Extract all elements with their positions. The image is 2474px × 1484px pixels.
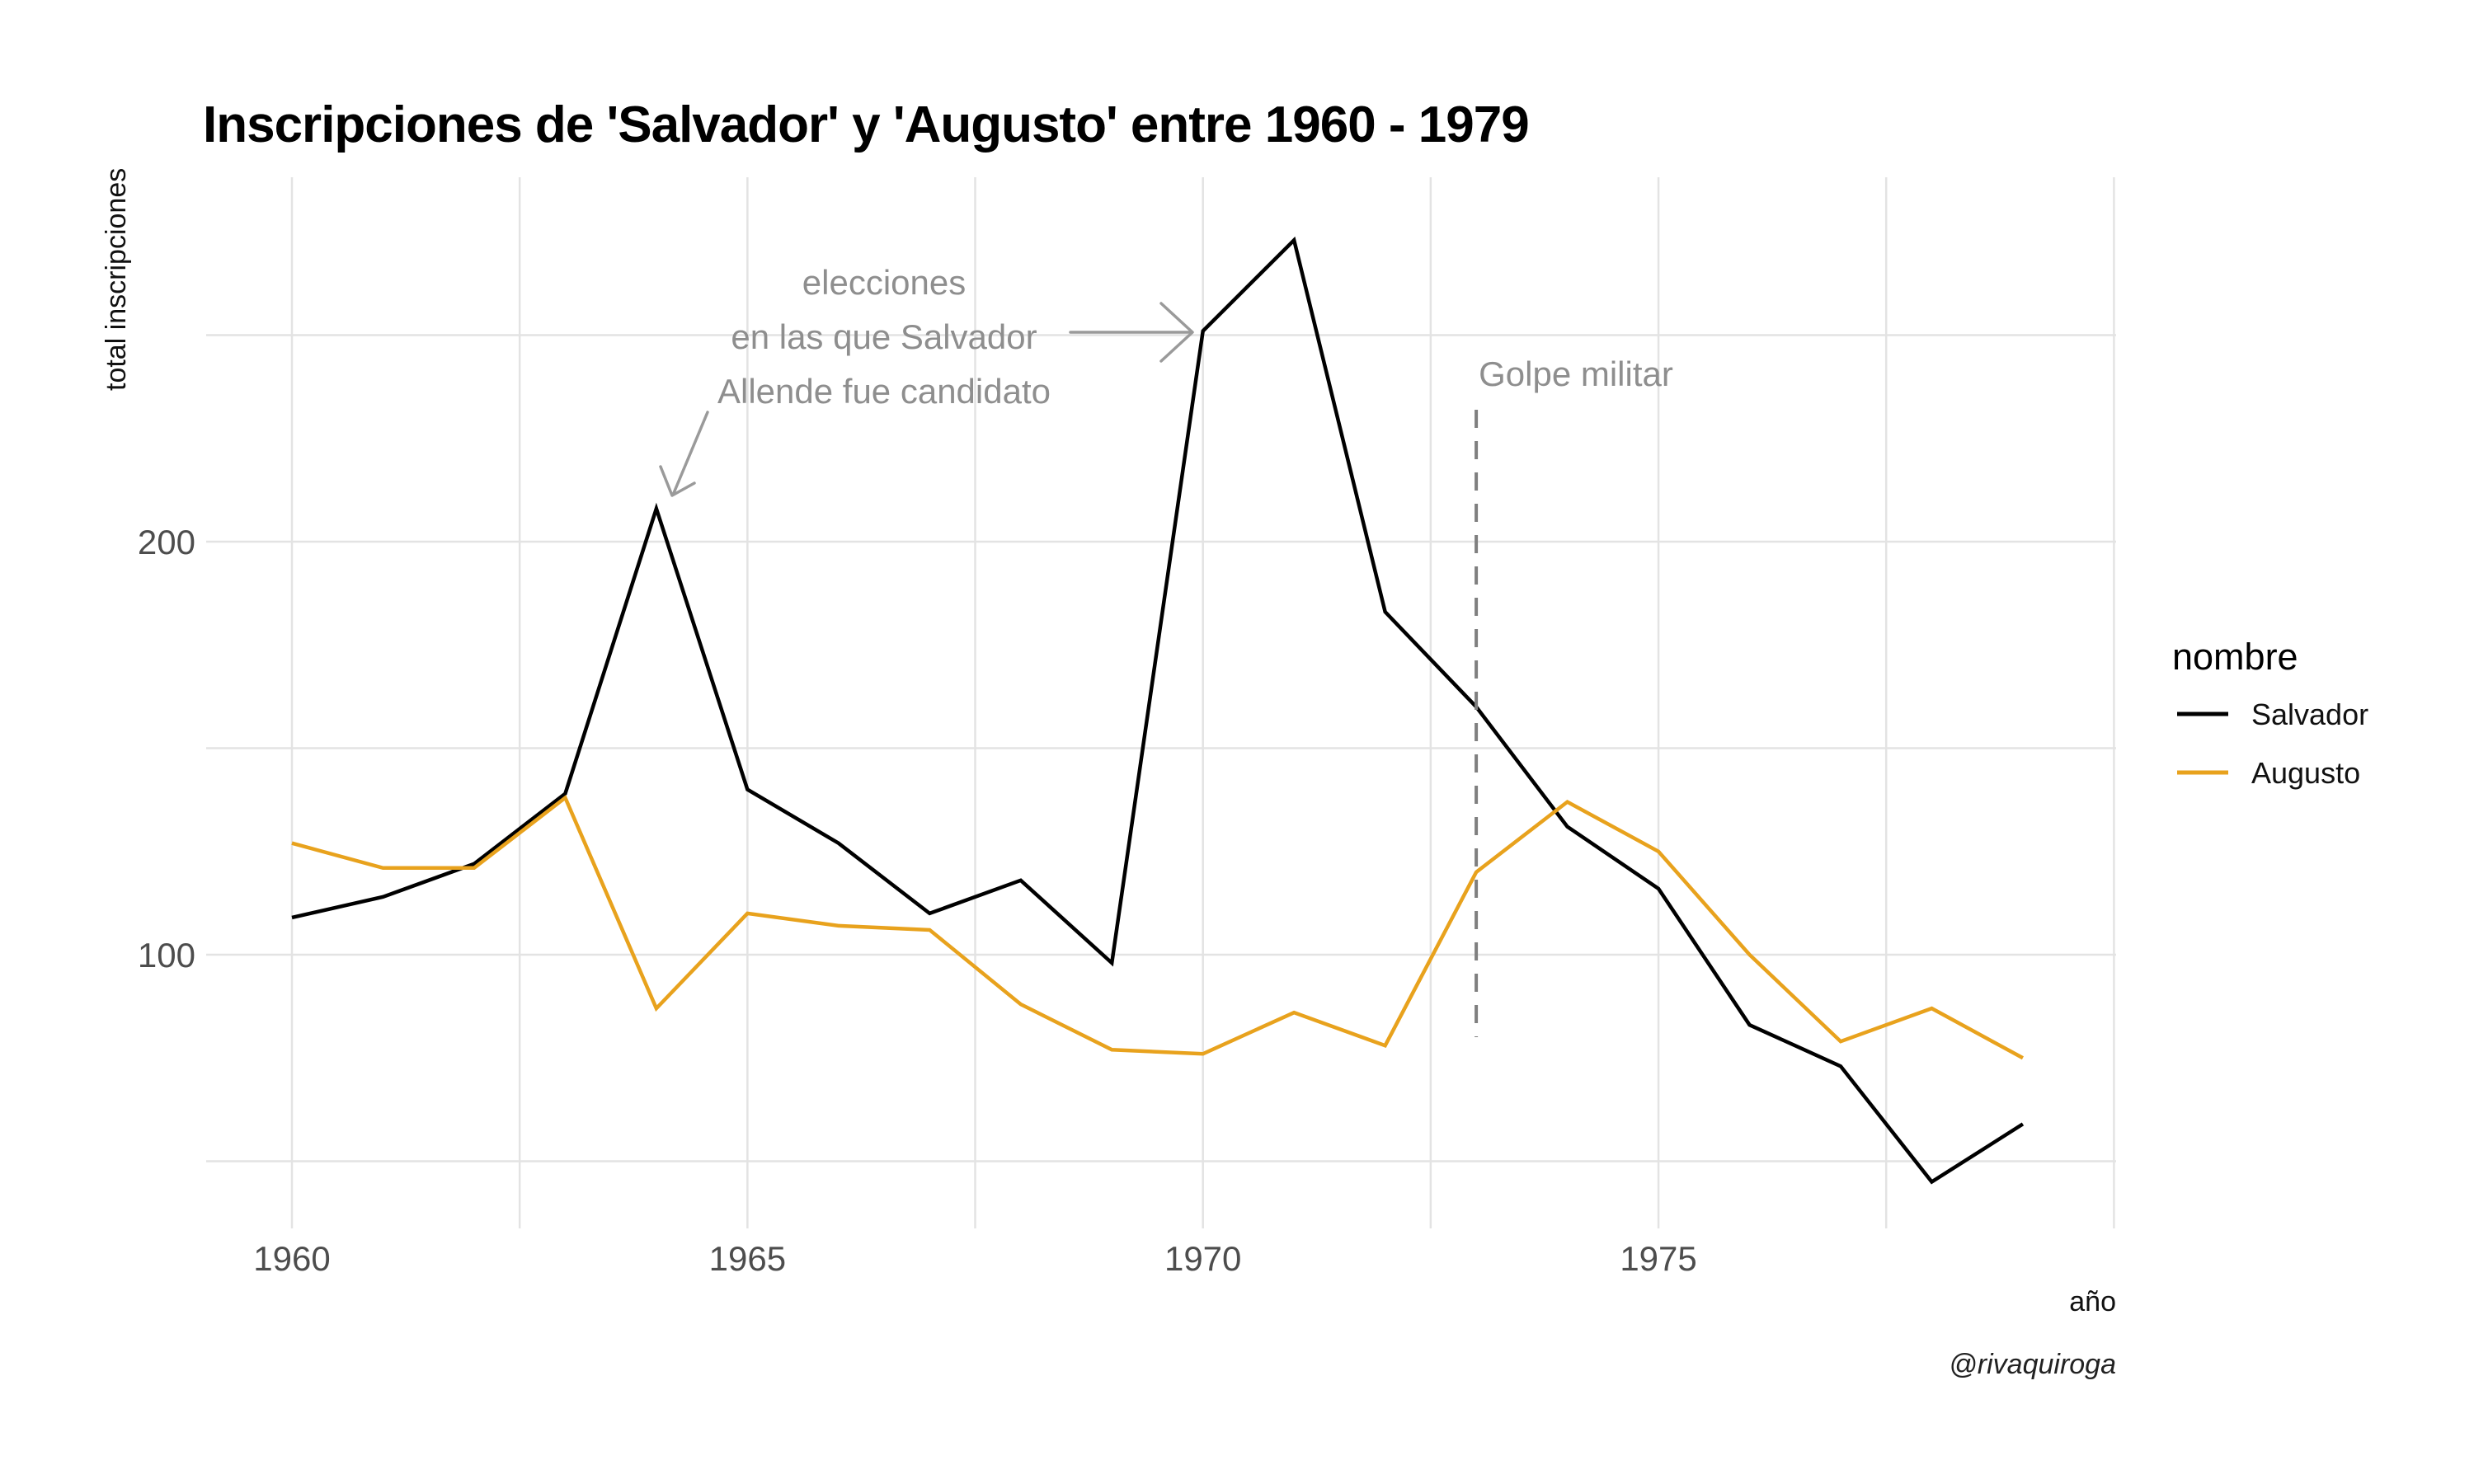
- annotation-arrow-1970: [1069, 302, 1194, 363]
- elections-annotation-line1: elecciones: [802, 263, 966, 302]
- legend-label-augusto: Augusto: [2251, 756, 2360, 790]
- y-tick-100: 100: [138, 936, 195, 974]
- legend: nombre Salvador Augusto: [2172, 636, 2368, 790]
- series-line-salvador: [291, 236, 2025, 1185]
- elections-annotation-line3: Allende fue candidato: [717, 372, 1051, 411]
- x-tick-1975: 1975: [1620, 1239, 1696, 1278]
- y-axis-tick-labels: 200 100: [138, 523, 195, 974]
- legend-title: nombre: [2172, 636, 2298, 678]
- x-tick-1965: 1965: [709, 1239, 786, 1278]
- y-axis-title: total inscripciones: [101, 168, 132, 391]
- x-tick-1970: 1970: [1164, 1239, 1241, 1278]
- legend-label-salvador: Salvador: [2251, 697, 2368, 731]
- chart-title: Inscripciones de 'Salvador' y 'Augusto' …: [203, 96, 1529, 153]
- x-tick-1960: 1960: [253, 1239, 330, 1278]
- series-line-augusto: [291, 795, 2025, 1060]
- elections-annotation: elecciones en las que Salvador Allende f…: [717, 263, 1051, 411]
- annotation-arrow-1964: [659, 411, 709, 497]
- data-lines: [291, 236, 2025, 1185]
- x-axis-title: año: [2069, 1286, 2116, 1317]
- caption-watermark: @rivaquiroga: [1949, 1349, 2116, 1380]
- vertical-gridlines: [290, 177, 2115, 1228]
- golpe-militar-label: Golpe militar: [1479, 355, 1673, 393]
- y-tick-200: 200: [138, 523, 195, 561]
- elections-annotation-line2: en las que Salvador: [731, 317, 1037, 356]
- x-axis-tick-labels: 1960 1965 1970 1975: [253, 1239, 1696, 1278]
- horizontal-gridlines: [206, 334, 2116, 1162]
